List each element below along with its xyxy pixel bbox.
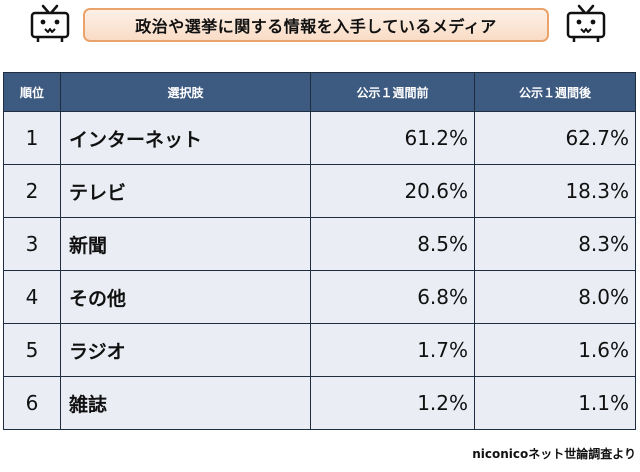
table-row: 5 ラジオ 1.7% 1.6% xyxy=(3,323,636,377)
choice-cell: 新聞 xyxy=(60,217,311,271)
before-cell: 61.2% xyxy=(310,111,475,165)
header-choice: 選択肢 xyxy=(60,72,311,112)
choice-cell: インターネット xyxy=(60,111,311,165)
before-cell: 8.5% xyxy=(310,217,475,271)
header-rank: 順位 xyxy=(3,72,61,112)
before-cell: 20.6% xyxy=(310,164,475,218)
before-cell: 6.8% xyxy=(310,270,475,324)
table-row: 1 インターネット 61.2% 62.7% xyxy=(3,111,636,165)
header-before: 公示１週間前 xyxy=(310,72,475,112)
table-row: 4 その他 6.8% 8.0% xyxy=(3,270,636,324)
rank-cell: 2 xyxy=(3,164,61,218)
table-row: 6 雑誌 1.2% 1.1% xyxy=(3,376,636,430)
tv-icon xyxy=(30,4,70,42)
choice-cell: 雑誌 xyxy=(60,376,311,430)
tv-icon xyxy=(566,4,606,42)
after-cell: 8.3% xyxy=(474,217,636,271)
header-after: 公示１週間後 xyxy=(474,72,636,112)
table-row: 2 テレビ 20.6% 18.3% xyxy=(3,164,636,218)
after-cell: 1.6% xyxy=(474,323,636,377)
page-title: 政治や選挙に関する情報を入手しているメディア xyxy=(83,8,549,42)
rank-cell: 1 xyxy=(3,111,61,165)
after-cell: 62.7% xyxy=(474,111,636,165)
after-cell: 18.3% xyxy=(474,164,636,218)
rank-cell: 5 xyxy=(3,323,61,377)
source-note: niconicoネット世論調査より xyxy=(472,447,636,461)
choice-cell: その他 xyxy=(60,270,311,324)
table-row: 3 新聞 8.5% 8.3% xyxy=(3,217,636,271)
before-cell: 1.2% xyxy=(310,376,475,430)
rank-cell: 3 xyxy=(3,217,61,271)
choice-cell: ラジオ xyxy=(60,323,311,377)
choice-cell: テレビ xyxy=(60,164,311,218)
table-header-row: 順位 選択肢 公示１週間前 公示１週間後 xyxy=(3,72,636,112)
rank-cell: 6 xyxy=(3,376,61,430)
before-cell: 1.7% xyxy=(310,323,475,377)
rank-cell: 4 xyxy=(3,270,61,324)
after-cell: 8.0% xyxy=(474,270,636,324)
media-table: 順位 選択肢 公示１週間前 公示１週間後 1 インターネット 61.2% 62.… xyxy=(3,72,636,430)
after-cell: 1.1% xyxy=(474,376,636,430)
